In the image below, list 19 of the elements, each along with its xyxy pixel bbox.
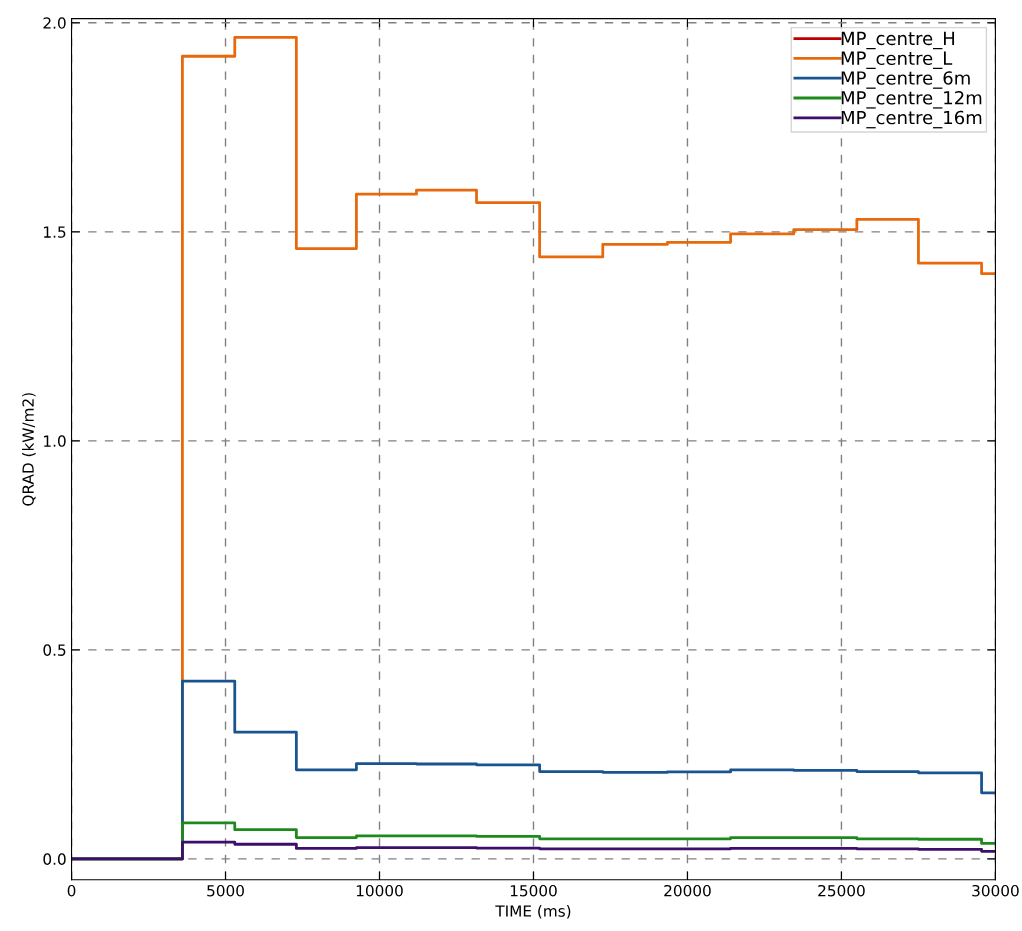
- y-tick-label: 1.0: [44, 435, 66, 447]
- legend-label: MP_centre_12m: [841, 90, 982, 109]
- y-axis-title: QRAD (kW/m2): [22, 393, 36, 506]
- x-tick-label: 25000: [818, 884, 865, 897]
- x-tick-label: 0: [67, 884, 76, 897]
- y-tick-label: 0.0: [43, 853, 66, 865]
- x-tick-label: 30000: [972, 884, 1019, 897]
- x-tick-label: 15000: [510, 884, 557, 897]
- x-tick-label: 20000: [664, 884, 711, 897]
- y-tick-label: 0.5: [43, 644, 66, 656]
- legend-label: MP_centre_6m: [841, 71, 970, 89]
- x-axis-title: TIME (ms): [495, 905, 571, 919]
- x-tick-label: 10000: [356, 884, 403, 897]
- y-tick-label: 1.5: [44, 226, 66, 238]
- x-tick-label: 5000: [207, 884, 244, 897]
- y-tick-label: 2.0: [43, 17, 66, 29]
- legend-label: MP_centre_16m: [841, 110, 982, 129]
- legend-label: MP_centre_H: [841, 31, 955, 50]
- legend-label: MP_centre_L: [841, 51, 953, 70]
